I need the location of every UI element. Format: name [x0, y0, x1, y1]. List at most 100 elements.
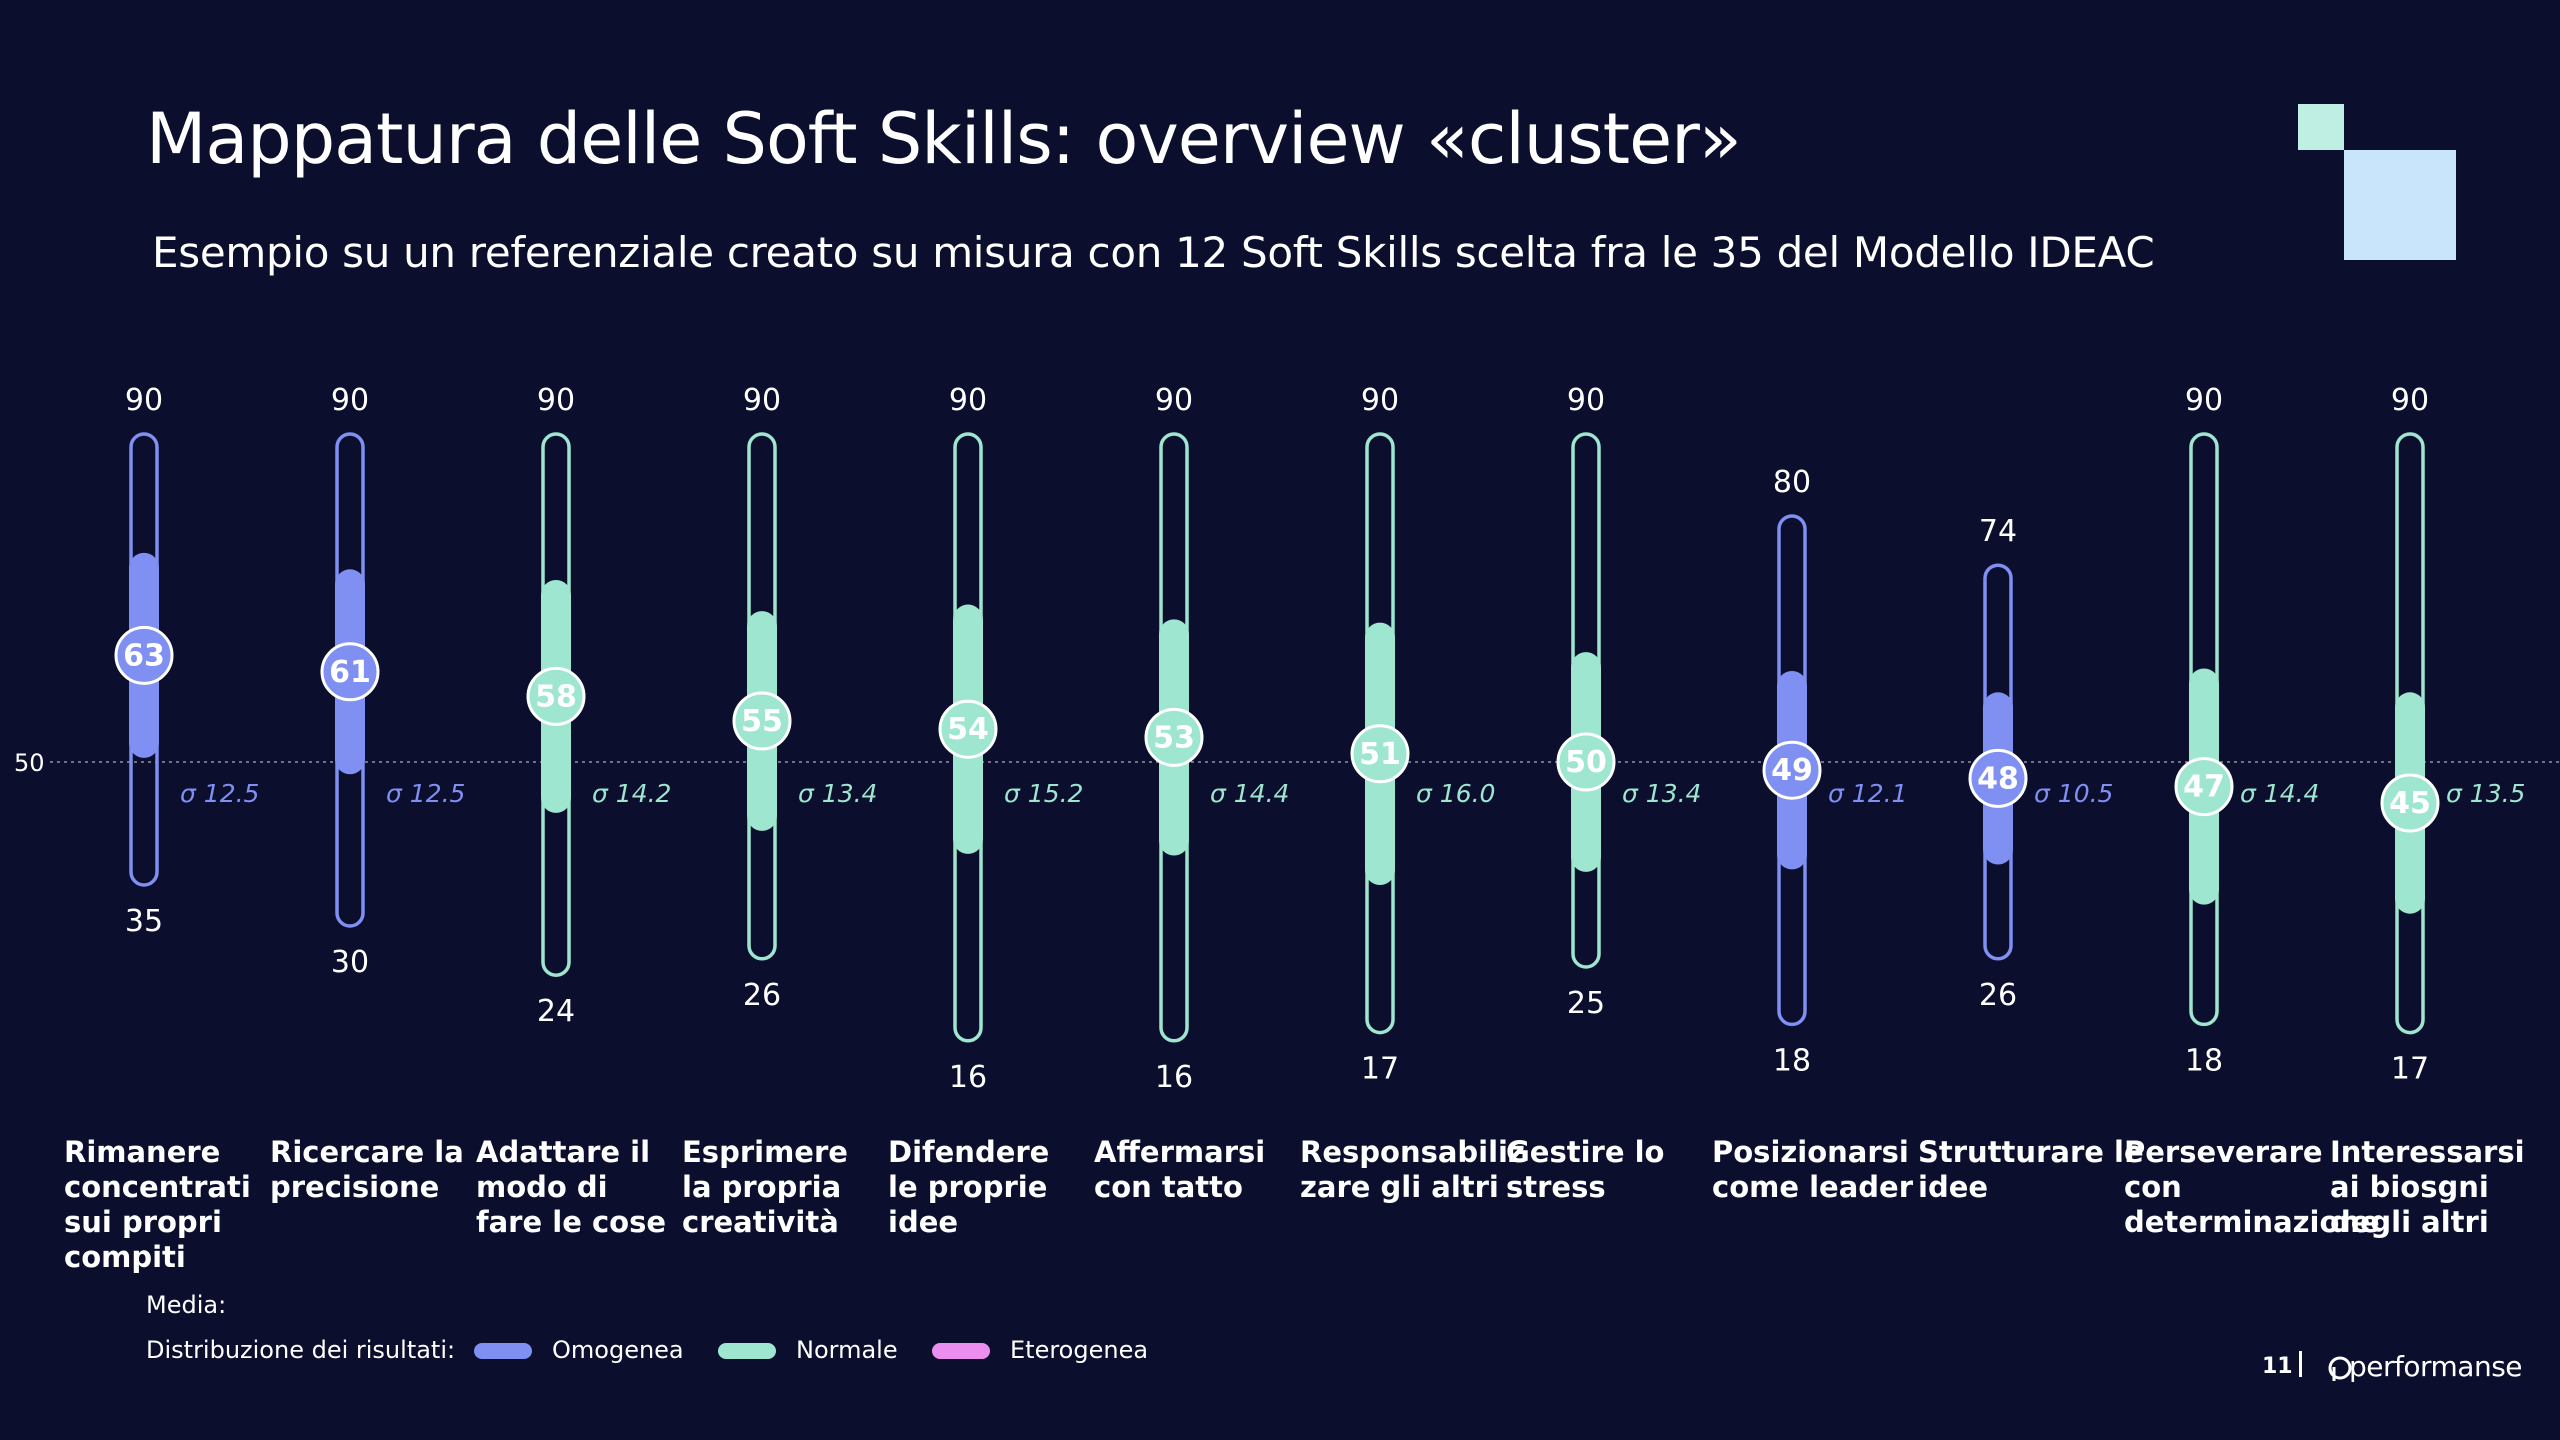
category-label-line: concentrati: [64, 1170, 251, 1204]
category-label-line: Perseverare: [2124, 1135, 2323, 1169]
category-label-line: Rimanere: [64, 1135, 220, 1169]
category-label-line: precisione: [270, 1170, 439, 1204]
max-value-label: 90: [125, 383, 163, 418]
mean-marker: [114, 625, 174, 685]
category-label: Affermarsi con tatto: [1094, 1135, 1265, 1204]
max-value-label: 90: [743, 383, 781, 418]
category-label-line: degli altri: [2330, 1205, 2489, 1239]
page-number: 11: [2262, 1354, 2293, 1379]
skill-column: 58 90 24 σ 14.2 Adattare il modo di fare le co…: [476, 383, 671, 1239]
category-label: Esprimere la propria creatività: [682, 1135, 848, 1239]
category-label: Posizionarsi come leader: [1712, 1135, 1914, 1204]
mean-marker: [2380, 773, 2440, 833]
max-value-label: 90: [2185, 383, 2223, 418]
mean-marker: [1968, 748, 2028, 808]
mean-value-label: 63: [123, 638, 165, 673]
sigma-label: σ 12.5: [180, 779, 259, 808]
category-label-line: con tatto: [1094, 1170, 1243, 1204]
category-label-line: modo di: [476, 1170, 608, 1204]
sigma-label: σ 13.5: [2446, 779, 2525, 808]
skill-column: 55 90 26 σ 13.4 Esprimere la propria creativit…: [682, 383, 877, 1239]
category-label: Ricercare la precisione: [270, 1135, 464, 1204]
sigma-label: σ 14.4: [1210, 779, 1289, 808]
legend-label-normale: Normale: [796, 1336, 898, 1364]
sigma-label: σ 13.4: [798, 779, 877, 808]
category-label: Perseverare con determinazione: [2124, 1135, 2380, 1239]
category-label-line: Gestire lo: [1506, 1135, 1664, 1169]
min-value-label: 26: [743, 978, 781, 1013]
decorative-square-large: [2344, 150, 2456, 260]
mean-value-label: 58: [535, 679, 577, 714]
skill-column: 47 90 18 σ 14.4 Perseverare con determinazione: [2124, 383, 2380, 1239]
reference-line-label: 50: [14, 749, 45, 777]
skill-column: 61 90 30 σ 12.5 Ricercare la precisione: [270, 383, 465, 1204]
mean-value-label: 54: [947, 712, 989, 747]
category-label-line: sui propri: [64, 1205, 222, 1239]
category-label-line: Responsabiliz: [1300, 1135, 1525, 1169]
skill-column: 54 90 16 σ 15.2 Difendere le proprie idee: [888, 383, 1083, 1239]
legend-label-omogenea: Omogenea: [552, 1336, 684, 1364]
sigma-label: σ 10.5: [2034, 779, 2113, 808]
max-value-label: 90: [2391, 383, 2429, 418]
min-value-label: 25: [1567, 986, 1605, 1021]
category-label-line: Adattare il: [476, 1135, 650, 1169]
decorative-square-small: [2298, 104, 2344, 150]
min-value-label: 26: [1979, 978, 2017, 1013]
max-value-label: 80: [1773, 465, 1811, 500]
category-label-line: Strutturare le: [1918, 1135, 2144, 1169]
sigma-label: σ 12.5: [386, 779, 465, 808]
category-label-line: fare le cose: [476, 1205, 666, 1239]
max-value-label: 90: [1361, 383, 1399, 418]
legend-swatch-omogenea: [474, 1343, 532, 1359]
min-value-label: 16: [949, 1060, 987, 1095]
min-value-label: 24: [537, 994, 575, 1029]
category-label-line: con: [2124, 1170, 2182, 1204]
category-label-line: creatività: [682, 1205, 839, 1239]
category-label: Interessarsi ai biosgni degli altri: [2330, 1135, 2525, 1239]
category-label-line: Difendere: [888, 1135, 1049, 1169]
legend-label-eterogenea: Eterogenea: [1010, 1336, 1149, 1364]
category-label: Responsabiliz zare gli altri: [1300, 1135, 1525, 1204]
category-label-line: le proprie: [888, 1170, 1047, 1204]
category-label-line: Posizionarsi: [1712, 1135, 1909, 1169]
mean-marker: [1350, 724, 1410, 784]
mean-marker: [2174, 757, 2234, 817]
mean-marker: [1762, 740, 1822, 800]
max-value-label: 90: [1155, 383, 1193, 418]
sigma-label: σ 15.2: [1004, 779, 1083, 808]
category-label: Adattare il modo di fare le cose: [476, 1135, 666, 1239]
skill-column: 50 90 25 σ 13.4 Gestire lo stress: [1506, 383, 1701, 1204]
skill-column: 63 90 35 σ 12.5 Rimanere concentrati sui propr…: [64, 383, 259, 1274]
sigma-label: σ 13.4: [1622, 779, 1701, 808]
mean-value-label: 47: [2183, 770, 2225, 805]
category-label-line: determinazione: [2124, 1205, 2380, 1239]
min-value-label: 16: [1155, 1060, 1193, 1095]
mean-marker: [732, 691, 792, 751]
legend-swatch-eterogenea: [932, 1343, 990, 1359]
footer-divider: [2299, 1351, 2302, 1377]
page-title: Mappatura delle Soft Skills: overview «c…: [146, 98, 1742, 180]
min-value-label: 18: [1773, 1043, 1811, 1078]
max-value-label: 74: [1979, 514, 2017, 549]
mean-marker: [938, 699, 998, 759]
skill-column: 49 80 18 σ 12.1 Posizionarsi come leader: [1712, 465, 1914, 1204]
category-label-line: la propria: [682, 1170, 841, 1204]
min-value-label: 35: [125, 904, 163, 939]
mean-value-label: 50: [1565, 745, 1607, 780]
page-subtitle: Esempio su un referenziale creato su mis…: [152, 228, 2155, 277]
legend-swatch-normale: [718, 1343, 776, 1359]
legend-distribution-label: Distribuzione dei risultati:: [146, 1336, 456, 1364]
skill-column: 51 90 17 σ 16.0 Responsabiliz zare gli altri: [1300, 383, 1525, 1204]
sigma-label: σ 16.0: [1416, 779, 1495, 808]
max-value-label: 90: [331, 383, 369, 418]
mean-marker: [526, 666, 586, 726]
sigma-label: σ 14.2: [592, 779, 671, 808]
max-value-label: 90: [537, 383, 575, 418]
category-label-line: Interessarsi: [2330, 1135, 2525, 1169]
category-label: Rimanere concentrati sui propri compiti: [64, 1135, 251, 1274]
category-label: Gestire lo stress: [1506, 1135, 1664, 1204]
category-label-line: zare gli altri: [1300, 1170, 1499, 1204]
category-label: Difendere le proprie idee: [888, 1135, 1049, 1239]
min-value-label: 17: [2391, 1052, 2429, 1087]
